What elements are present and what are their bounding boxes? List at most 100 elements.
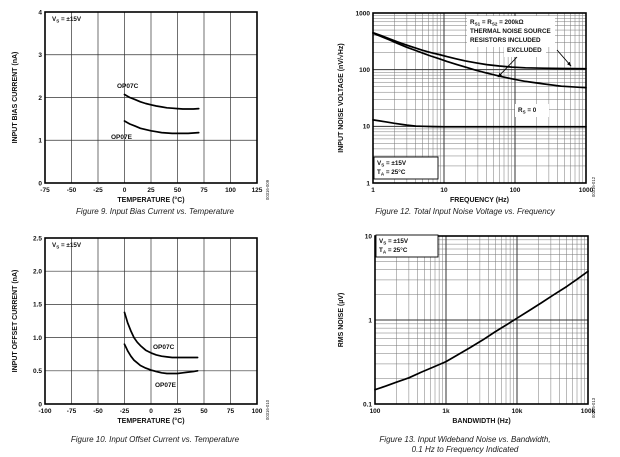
svg-text:RESISTORS INCLUDED: RESISTORS INCLUDED xyxy=(470,37,541,44)
curves: OP07C OP07E xyxy=(123,311,199,389)
figure-12-plot: 1 10 100 1000 1 10 100 1000 FREQUENCY (Hz) INPUT … xyxy=(337,10,596,204)
x-axis-title: BANDWIDTH (Hz) xyxy=(452,418,510,425)
svg-text:4: 4 xyxy=(38,9,42,16)
svg-text:-100: -100 xyxy=(38,408,51,415)
svg-text:-25: -25 xyxy=(93,187,103,194)
svg-text:10: 10 xyxy=(440,187,448,194)
caption-line-2: 0.1 Hz to Frequency Indicated xyxy=(411,445,519,454)
svg-text:1.0: 1.0 xyxy=(33,335,42,342)
svg-text:-50: -50 xyxy=(93,408,103,415)
figure-code: 00316-013 xyxy=(591,397,596,418)
figure-13-panel: 100 1k 10k 100k 0.1 1 10 BANDWIDTH (Hz) RMS NOIS… xyxy=(310,228,620,456)
svg-text:75: 75 xyxy=(200,187,208,194)
figure-10-caption: Figure 10. Input Offset Current vs. Temp… xyxy=(0,432,310,445)
tick-labels: -100 -75 -50 -25 0 25 50 75 100 0 0.5 1.0 1.5 2.0 2.5 xyxy=(33,235,263,415)
figure-9-panel: -75 -50 -25 0 25 50 75 100 125 0 1 2 3 4 TEMPERATURE (… xyxy=(0,0,310,228)
annotations: VS = ±15V xyxy=(52,242,82,250)
svg-text:0: 0 xyxy=(123,187,127,194)
figure-code: 00316-010 xyxy=(265,399,270,420)
svg-text:0: 0 xyxy=(38,401,42,408)
figure-13-caption: Figure 13. Input Wideband Noise vs. Band… xyxy=(310,432,620,455)
svg-text:50: 50 xyxy=(174,187,182,194)
svg-text:2.5: 2.5 xyxy=(33,235,42,242)
svg-text:1000: 1000 xyxy=(356,10,371,17)
curves: OP07C OP07E xyxy=(111,83,200,141)
x-axis-title: TEMPERATURE (°C) xyxy=(117,196,184,204)
caption-line-1: Figure 9. Input Bias Current vs. Tempera… xyxy=(76,207,234,216)
svg-text:RS1 = RS2 = 200kΩ: RS1 = RS2 = 200kΩ xyxy=(470,19,524,27)
svg-text:100k: 100k xyxy=(581,408,596,415)
svg-text:-75: -75 xyxy=(67,408,77,415)
figure-9-plot: -75 -50 -25 0 25 50 75 100 125 0 1 2 3 4 TEMPERATURE (… xyxy=(12,9,270,204)
svg-text:1: 1 xyxy=(38,138,42,145)
tick-labels: -75 -50 -25 0 25 50 75 100 125 0 1 2 3 4 xyxy=(38,9,262,194)
svg-text:10: 10 xyxy=(365,233,373,240)
svg-text:0.1: 0.1 xyxy=(363,401,372,408)
svg-text:RS = 0: RS = 0 xyxy=(518,107,537,115)
svg-text:50: 50 xyxy=(200,408,208,415)
svg-text:2: 2 xyxy=(38,95,42,102)
svg-text:2.0: 2.0 xyxy=(33,269,42,276)
grid-lines xyxy=(44,11,258,184)
svg-text:0: 0 xyxy=(38,180,42,187)
plot-border xyxy=(374,235,589,405)
curve-label: OP07E xyxy=(155,382,177,389)
svg-text:1: 1 xyxy=(371,187,375,194)
caption-line-1: Figure 12. Total Input Noise Voltage vs.… xyxy=(375,207,555,216)
plot-border xyxy=(372,12,587,184)
figure-12-caption: Figure 12. Total Input Noise Voltage vs.… xyxy=(310,204,620,217)
svg-text:100: 100 xyxy=(510,187,521,194)
x-axis-title: FREQUENCY (Hz) xyxy=(450,197,509,204)
svg-text:-50: -50 xyxy=(67,187,77,194)
svg-text:0.5: 0.5 xyxy=(33,368,42,375)
svg-text:1k: 1k xyxy=(442,408,450,415)
svg-text:75: 75 xyxy=(227,408,235,415)
tick-labels: 100 1k 10k 100k 0.1 1 10 xyxy=(363,233,596,415)
curve-op07c xyxy=(123,311,199,359)
figure-12-panel: 1 10 100 1000 1 10 100 1000 FREQUENCY (Hz) INPUT … xyxy=(310,0,620,228)
curve-op07e xyxy=(123,120,200,135)
annotations: VS = ±15V xyxy=(52,16,82,24)
svg-text:100: 100 xyxy=(225,187,236,194)
figure-9-caption: Figure 9. Input Bias Current vs. Tempera… xyxy=(0,204,310,217)
svg-text:100: 100 xyxy=(359,67,370,74)
figure-code: 00316-012 xyxy=(591,176,596,197)
y-axis-title: RMS NOISE (µV) xyxy=(338,293,345,348)
curve-resistors-excluded xyxy=(372,32,587,89)
curve-resistors-included xyxy=(372,31,587,70)
y-axis-title: INPUT NOISE VOLTAGE (nV/√Hz) xyxy=(337,43,345,152)
svg-text:VS = ±15V: VS = ±15V xyxy=(379,238,409,246)
svg-text:100: 100 xyxy=(252,408,263,415)
svg-text:10k: 10k xyxy=(512,408,523,415)
svg-text:1: 1 xyxy=(368,317,372,324)
svg-text:25: 25 xyxy=(174,408,182,415)
figure-code: 00316-009 xyxy=(265,179,270,200)
svg-text:EXCLUDED: EXCLUDED xyxy=(507,47,542,54)
svg-text:VS = ±15V: VS = ±15V xyxy=(52,16,82,24)
curve-rms-noise xyxy=(374,270,589,391)
caption-line-1: Figure 13. Input Wideband Noise vs. Band… xyxy=(379,435,551,444)
plot-border xyxy=(44,11,258,184)
annotation-arrow xyxy=(497,56,518,78)
svg-text:0: 0 xyxy=(149,408,153,415)
svg-text:TA = 25°C: TA = 25°C xyxy=(379,246,408,255)
tick-labels: 1 10 100 1000 1 10 100 1000 xyxy=(356,10,594,194)
svg-text:THERMAL NOISE SOURCE: THERMAL NOISE SOURCE xyxy=(470,28,551,35)
svg-text:VS = ±15V: VS = ±15V xyxy=(377,160,407,168)
svg-text:TA = 25°C: TA = 25°C xyxy=(377,168,406,177)
svg-text:1: 1 xyxy=(366,180,370,187)
grid-lines xyxy=(44,237,258,405)
svg-text:25: 25 xyxy=(147,187,155,194)
curve-op07e xyxy=(123,343,199,375)
curve-rs-0 xyxy=(372,119,587,128)
svg-text:125: 125 xyxy=(252,187,263,194)
y-axis-title: INPUT OFFSET CURRENT (nA) xyxy=(12,270,19,373)
annotation-arrow xyxy=(556,49,572,67)
curve-label: OP07E xyxy=(111,134,133,141)
grid-lines xyxy=(374,235,589,405)
figure-13-plot: 100 1k 10k 100k 0.1 1 10 BANDWIDTH (Hz) RMS NOIS… xyxy=(338,233,596,425)
